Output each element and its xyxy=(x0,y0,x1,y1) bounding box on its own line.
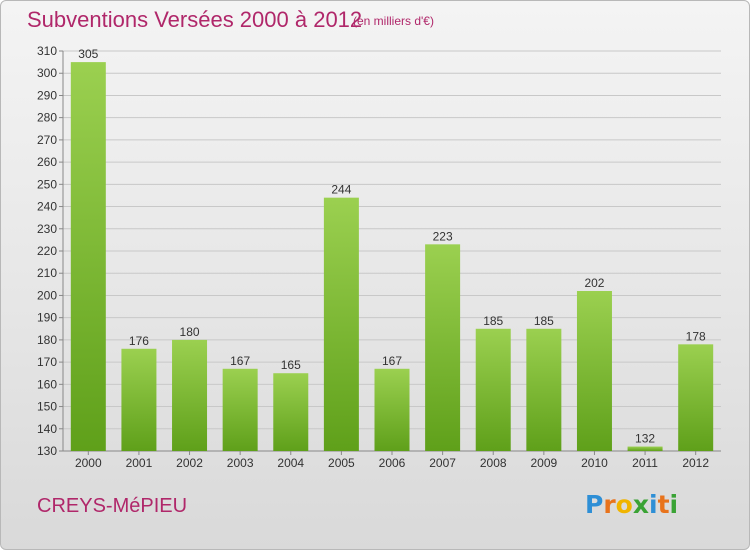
logo-letter: P xyxy=(585,490,604,519)
x-tick-label: 2007 xyxy=(429,456,456,470)
data-label: 176 xyxy=(129,334,149,348)
bar xyxy=(70,62,106,451)
y-tick-label: 130 xyxy=(37,444,57,458)
commune-name: CREYS-MéPIEU xyxy=(37,495,188,517)
data-label: 223 xyxy=(433,229,453,243)
data-label: 185 xyxy=(483,314,503,328)
data-label: 244 xyxy=(331,183,351,197)
x-tick-label: 2012 xyxy=(682,456,709,470)
bar xyxy=(121,348,157,451)
bar xyxy=(323,197,359,451)
bar xyxy=(172,339,208,451)
y-tick-label: 220 xyxy=(37,244,57,258)
bar xyxy=(627,446,663,451)
logo-letter: x xyxy=(632,490,649,519)
unit-note: (en milliers d'€) xyxy=(353,14,434,28)
y-tick-label: 250 xyxy=(37,177,57,191)
y-tick-label: 200 xyxy=(37,288,57,302)
y-tick-label: 210 xyxy=(37,266,57,280)
data-label: 178 xyxy=(686,329,706,343)
bar xyxy=(425,244,461,451)
data-label: 202 xyxy=(584,276,604,290)
x-tick-label: 2001 xyxy=(126,456,153,470)
x-tick-label: 2004 xyxy=(277,456,304,470)
bar xyxy=(475,328,511,451)
bar xyxy=(273,373,309,451)
x-tick-label: 2011 xyxy=(632,456,658,470)
y-tick-label: 260 xyxy=(37,155,57,169)
bar xyxy=(526,328,562,451)
y-tick-label: 240 xyxy=(37,200,57,214)
y-tick-label: 270 xyxy=(37,133,57,147)
y-tick-label: 300 xyxy=(37,66,57,80)
logo-letter: o xyxy=(615,490,633,519)
proxiti-logo: Proxiti xyxy=(585,490,678,519)
x-tick-label: 2006 xyxy=(379,456,406,470)
data-label: 167 xyxy=(230,354,250,368)
y-tick-label: 150 xyxy=(37,400,57,414)
x-tick-label: 2009 xyxy=(530,456,557,470)
bar xyxy=(374,368,410,451)
x-tick-label: 2005 xyxy=(328,456,355,470)
x-tick-label: 2000 xyxy=(75,456,102,470)
bar xyxy=(222,368,258,451)
y-tick-label: 140 xyxy=(37,422,57,436)
data-label: 165 xyxy=(281,358,301,372)
y-tick-label: 230 xyxy=(37,222,57,236)
x-tick-label: 2002 xyxy=(176,456,203,470)
bar xyxy=(678,344,714,451)
y-tick-label: 290 xyxy=(37,88,57,102)
y-tick-label: 310 xyxy=(37,44,57,58)
data-label: 180 xyxy=(180,325,200,339)
bar xyxy=(576,291,612,451)
x-tick-label: 2003 xyxy=(227,456,254,470)
y-tick-label: 280 xyxy=(37,111,57,125)
y-tick-label: 180 xyxy=(37,333,57,347)
chart-title: Subventions Versées 2000 à 2012 xyxy=(27,7,363,32)
logo-letter: i xyxy=(669,490,679,519)
y-tick-label: 170 xyxy=(37,355,57,369)
y-tick-label: 190 xyxy=(37,311,57,325)
data-label: 132 xyxy=(635,432,655,446)
logo-letter: r xyxy=(603,490,616,519)
y-tick-label: 160 xyxy=(37,377,57,391)
logo-letter: t xyxy=(657,490,670,519)
data-label: 305 xyxy=(78,47,98,61)
data-label: 167 xyxy=(382,354,402,368)
x-tick-label: 2010 xyxy=(581,456,608,470)
logo-letter: i xyxy=(649,490,658,519)
data-label: 185 xyxy=(534,314,554,328)
x-tick-label: 2008 xyxy=(480,456,507,470)
